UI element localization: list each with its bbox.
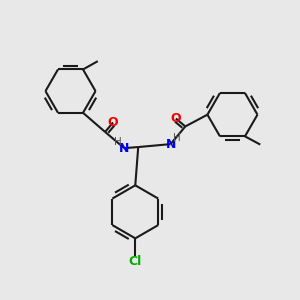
Text: O: O (170, 112, 181, 125)
Text: N: N (119, 142, 129, 154)
Text: H: H (173, 133, 181, 143)
Text: Cl: Cl (129, 255, 142, 268)
Text: O: O (108, 116, 118, 129)
Text: H: H (114, 137, 122, 147)
Text: N: N (165, 138, 176, 151)
